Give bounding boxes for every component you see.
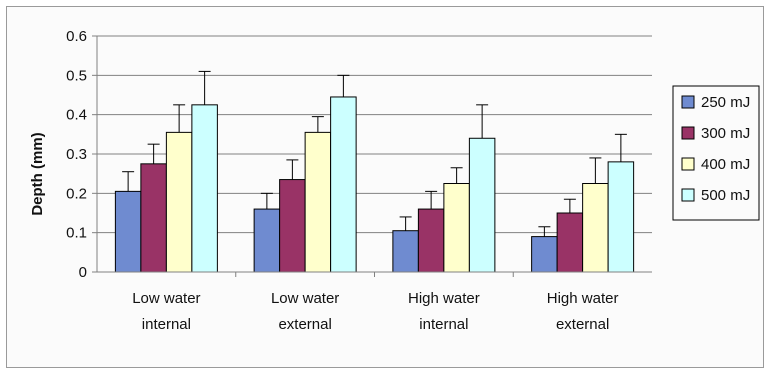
x-category-label: external: [556, 316, 609, 333]
bar: [279, 179, 306, 273]
x-category-label: High water: [408, 290, 480, 307]
y-tick-label: 0.5: [66, 67, 87, 84]
bars: [114, 70, 635, 273]
bar: [417, 208, 445, 273]
x-category-label: High water: [547, 290, 619, 307]
x-category-label: external: [278, 316, 331, 333]
bar: [140, 163, 167, 273]
bar: [531, 236, 558, 273]
y-tick-label: 0.3: [66, 146, 87, 163]
legend-label: 250 mJ: [701, 94, 750, 111]
bar: [330, 96, 357, 273]
bar: [392, 230, 419, 273]
axes: 0 0.1 0.2 0.3 0.4 0.5 0.6 Low water internal Low …: [66, 28, 652, 333]
y-tick-label: 0: [79, 264, 87, 281]
chart-frame: [6, 6, 764, 368]
bar: [556, 212, 584, 273]
legend-swatch: [681, 188, 695, 202]
legend-label: 400 mJ: [701, 156, 750, 173]
y-tick-label: 0.2: [66, 185, 87, 202]
legend-label: 300 mJ: [701, 125, 750, 142]
bar: [253, 208, 281, 273]
legend-label: 500 mJ: [701, 187, 750, 204]
y-tick-label: 0.6: [66, 28, 87, 45]
bar: [582, 183, 609, 273]
bar: [165, 131, 193, 273]
x-category-label: Low water: [132, 290, 200, 307]
bar: [443, 183, 470, 273]
x-category-label: internal: [142, 316, 191, 333]
legend-swatch: [681, 126, 695, 140]
y-tick-label: 0.1: [66, 225, 87, 242]
bar: [191, 104, 218, 273]
bar: [304, 131, 332, 273]
x-category-label: internal: [419, 316, 468, 333]
bar: [468, 137, 496, 273]
legend: 250 mJ 300 mJ 400 mJ 500 mJ: [672, 85, 760, 221]
y-axis-title: Depth (mm): [29, 132, 46, 215]
bar: [114, 190, 142, 273]
x-category-label: Low water: [271, 290, 339, 307]
legend-swatch: [681, 157, 695, 171]
bar: [607, 161, 635, 273]
y-tick-label: 0.4: [66, 107, 87, 124]
legend-swatch: [681, 95, 695, 109]
